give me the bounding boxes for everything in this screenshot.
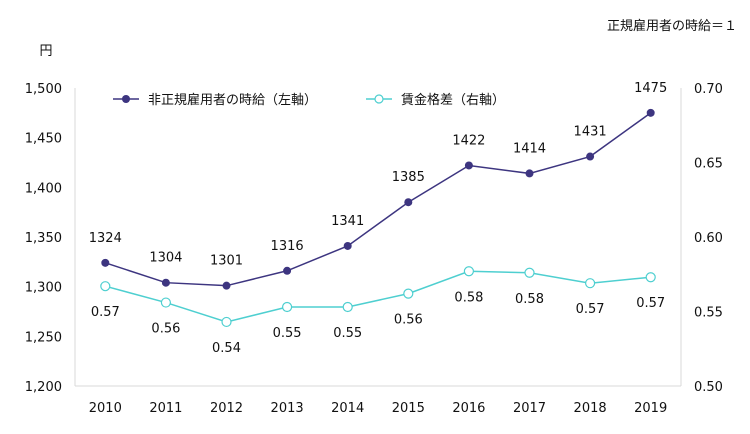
data-point-gap	[100, 281, 111, 292]
left-tick-label: 1,250	[25, 330, 62, 345]
data-label-gap: 0.57	[636, 296, 665, 311]
x-tick-label: 2015	[392, 401, 425, 416]
x-tick-label: 2018	[574, 401, 607, 416]
series-line-wage	[105, 112, 652, 287]
x-tick-label: 2012	[210, 401, 243, 416]
x-tick-label: 2016	[452, 401, 485, 416]
left-tick-label: 1,500	[25, 82, 62, 97]
data-label-gap: 0.58	[515, 292, 544, 307]
left-axis-ticks: 1,200 1,250 1,300 1,350 1,400 1,450 1,500	[25, 82, 62, 395]
legend-gap-marker	[374, 94, 384, 104]
data-point-wage	[343, 241, 352, 250]
data-point-gap	[342, 301, 353, 313]
data-label-gap: 0.54	[212, 341, 241, 356]
data-point-gap	[524, 267, 535, 278]
data-point-gap	[584, 278, 596, 289]
legend-wage-marker	[122, 95, 130, 103]
right-tick-label: 0.55	[694, 306, 723, 321]
x-tick-label: 2019	[634, 401, 667, 416]
x-tick-label: 2011	[149, 401, 182, 416]
chart-note: 正規雇用者の時給＝１	[607, 18, 737, 34]
x-tick-label: 2017	[513, 401, 546, 416]
data-label-gap: 0.56	[151, 322, 180, 337]
data-point-wage	[586, 152, 595, 161]
legend: 非正規雇用者の時給（左軸） 賃金格差（右軸）	[113, 92, 505, 108]
data-label-gap: 0.56	[394, 313, 423, 328]
data-label-gap: 0.55	[333, 326, 362, 341]
data-label-wage: 1304	[149, 251, 182, 266]
data-point-gap	[403, 288, 414, 299]
legend-wage-label: 非正規雇用者の時給（左軸）	[148, 92, 317, 108]
data-point-gap	[282, 301, 293, 313]
left-tick-label: 1,350	[25, 231, 62, 246]
data-label-wage: 1475	[634, 81, 667, 96]
data-label-wage: 1422	[452, 133, 485, 148]
data-label-gap: 0.55	[273, 326, 302, 341]
data-point-gap	[463, 266, 474, 277]
right-tick-label: 0.65	[694, 157, 723, 172]
data-point-wage	[464, 161, 473, 170]
legend-item-wage: 非正規雇用者の時給（左軸）	[113, 92, 317, 108]
data-label-wage: 1385	[392, 170, 425, 185]
data-point-gap	[160, 297, 171, 308]
left-tick-label: 1,200	[25, 380, 62, 395]
data-point-gap	[645, 272, 656, 283]
series-layer: 1324 1304 1301 1316 1341 1385 1422 1414 1431 1475…	[89, 81, 667, 356]
right-tick-label: 0.50	[694, 380, 723, 395]
right-tick-label: 0.60	[694, 231, 723, 246]
legend-item-gap: 賃金格差（右軸）	[366, 92, 505, 108]
x-tick-label: 2014	[331, 401, 364, 416]
right-axis-ticks: 0.50 0.55 0.60 0.65 0.70	[694, 82, 723, 395]
right-tick-label: 0.70	[694, 82, 723, 97]
data-label-gap: 0.58	[454, 290, 483, 305]
data-label-wage: 1341	[331, 214, 364, 229]
series-line-gap	[105, 270, 651, 323]
data-point-wage	[222, 281, 231, 290]
left-tick-label: 1,450	[25, 132, 62, 147]
data-point-wage	[404, 198, 413, 207]
data-point-wage	[161, 278, 170, 287]
x-axis-ticks: 2010 2011 2012 2013 2014 2015 2016 2017 2018 2019	[89, 401, 667, 416]
data-label-gap: 0.57	[576, 302, 605, 317]
data-label-wage: 1324	[89, 231, 122, 246]
data-point-wage	[525, 169, 534, 178]
left-tick-label: 1,300	[25, 281, 62, 296]
data-label-wage: 1414	[513, 141, 546, 156]
data-point-wage	[646, 108, 655, 117]
x-tick-label: 2010	[89, 401, 122, 416]
data-label-wage: 1301	[210, 254, 243, 269]
legend-gap-label: 賃金格差（右軸）	[401, 92, 505, 108]
data-point-wage	[283, 266, 292, 275]
data-label-gap: 0.57	[91, 305, 120, 320]
data-label-wage: 1431	[574, 125, 607, 140]
data-point-wage	[101, 258, 110, 267]
x-tick-label: 2013	[271, 401, 304, 416]
left-tick-label: 1,400	[25, 181, 62, 196]
data-label-wage: 1316	[271, 239, 304, 254]
data-point-gap	[221, 316, 232, 328]
left-axis-unit: 円	[39, 44, 52, 59]
